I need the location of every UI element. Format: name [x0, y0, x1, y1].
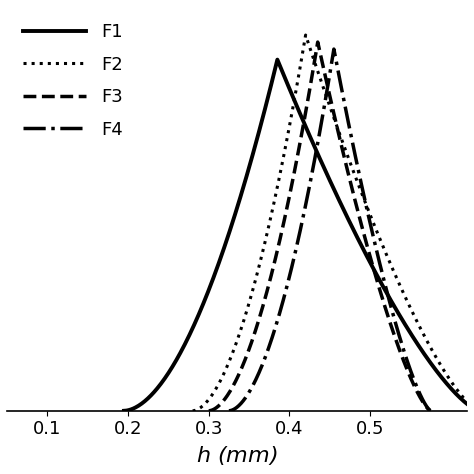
F2 [195, 407, 201, 412]
Line: F1: F1 [124, 60, 474, 411]
F3 [315, 39, 320, 45]
F3 [211, 407, 217, 412]
F3 [428, 408, 434, 414]
F3 [272, 260, 277, 265]
F2 [404, 298, 410, 303]
F4 [269, 336, 274, 342]
F2 [201, 402, 206, 408]
F4 [331, 46, 337, 52]
F4 [412, 380, 418, 386]
F4 [231, 407, 237, 412]
F1 [274, 57, 280, 63]
F2 [190, 408, 195, 414]
F3 [410, 379, 415, 385]
Line: F4: F4 [229, 49, 431, 411]
F1 [128, 407, 134, 412]
F4 [289, 263, 295, 268]
Line: F2: F2 [192, 35, 474, 411]
F3 [381, 300, 386, 305]
Line: F3: F3 [209, 42, 431, 411]
F1 [444, 381, 449, 386]
Legend: F1, F2, F3, F4: F1, F2, F3, F4 [16, 16, 130, 146]
F1 [392, 305, 398, 310]
F4 [428, 408, 434, 414]
F4 [236, 402, 242, 408]
F4 [387, 301, 393, 307]
F4 [226, 408, 232, 414]
F3 [206, 408, 211, 414]
F1 [183, 338, 189, 344]
F2 [448, 379, 454, 384]
F1 [136, 403, 141, 409]
F2 [236, 333, 241, 339]
F1 [214, 267, 219, 273]
X-axis label: $h$ (mm): $h$ (mm) [196, 444, 278, 467]
F3 [250, 335, 256, 340]
F2 [258, 257, 264, 263]
F3 [216, 402, 222, 408]
F2 [303, 32, 309, 38]
F1 [121, 408, 127, 414]
